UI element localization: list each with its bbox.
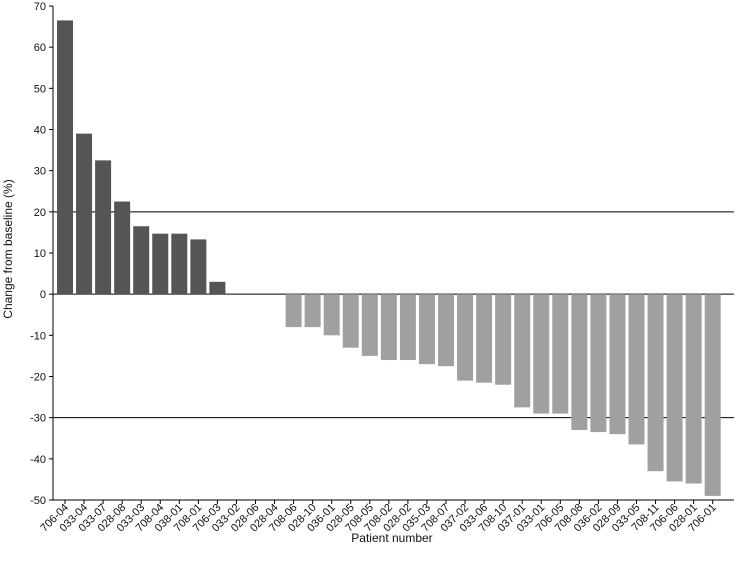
- bar: [209, 281, 226, 295]
- bar: [190, 239, 207, 295]
- y-tick-label: 10: [34, 248, 46, 260]
- bar: [476, 294, 493, 383]
- bar: [628, 294, 645, 445]
- y-tick-label: -20: [30, 372, 46, 384]
- y-axis: 70 60 50 40 30 20 10 0 -10 -20 -30 -40 -50: [30, 1, 54, 507]
- bar: [571, 294, 588, 431]
- bar: [647, 294, 664, 472]
- bar: [438, 294, 454, 367]
- x-axis: 706-04033-04033-07028-08033-03708-04038-…: [38, 499, 734, 534]
- bars: [57, 20, 721, 496]
- y-tick-label: -10: [30, 330, 46, 342]
- bar: [552, 294, 569, 414]
- bar: [418, 294, 435, 365]
- bar: [95, 160, 112, 295]
- y-tick-label: -50: [30, 495, 46, 507]
- bar: [685, 294, 702, 484]
- bar: [495, 294, 512, 385]
- bar: [285, 294, 302, 328]
- bar: [399, 294, 416, 361]
- y-tick-label: -30: [30, 413, 46, 425]
- y-axis-title: Change from baseline (%): [1, 179, 15, 318]
- y-tick-label: 60: [34, 42, 46, 54]
- bar: [380, 294, 397, 361]
- bar: [361, 294, 378, 356]
- bar: [323, 294, 340, 336]
- y-tick-label: 0: [40, 289, 46, 301]
- y-tick-label: 70: [34, 1, 46, 13]
- bar: [114, 201, 131, 295]
- y-tick-label: 40: [34, 125, 46, 137]
- y-tick-label: -40: [30, 454, 46, 466]
- bar: [133, 226, 150, 295]
- x-axis-title: Patient number: [351, 531, 432, 545]
- y-tick-label: 20: [34, 207, 46, 219]
- bar: [152, 233, 169, 295]
- bar: [304, 294, 321, 328]
- bar: [533, 294, 550, 414]
- y-tick-label: 30: [34, 166, 46, 178]
- bar: [57, 20, 73, 295]
- bar: [514, 294, 531, 408]
- bar: [609, 294, 626, 435]
- bar: [666, 294, 683, 482]
- bar: [342, 294, 359, 348]
- bar: [590, 294, 607, 433]
- bar: [76, 133, 93, 295]
- y-tick-label: 50: [34, 83, 46, 95]
- bar: [457, 294, 474, 381]
- bar: [704, 294, 721, 496]
- bar: [171, 233, 188, 295]
